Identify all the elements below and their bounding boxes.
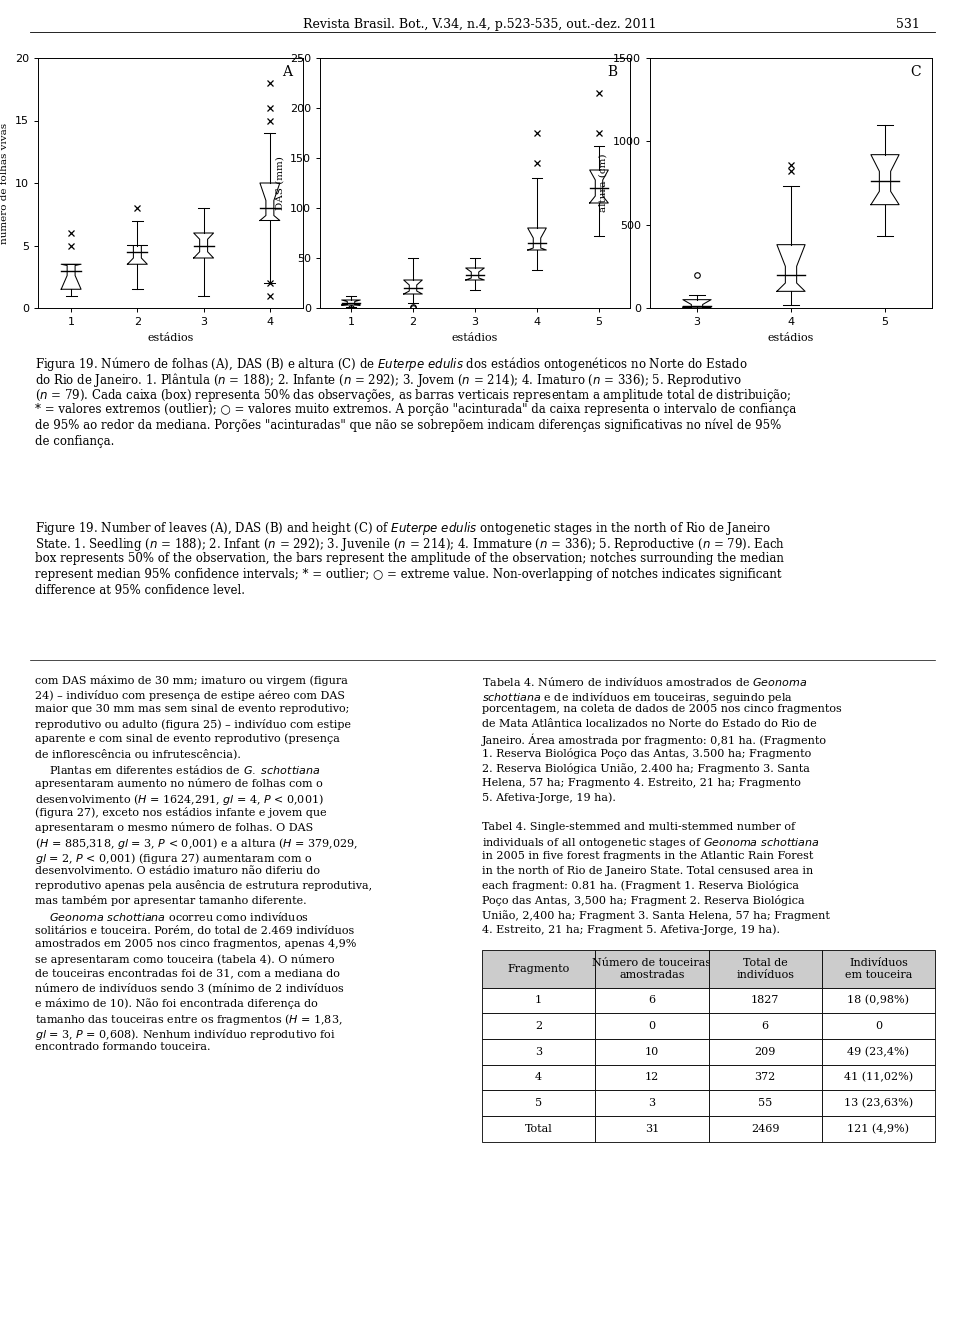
Text: amostrados em 2005 nos cinco fragmentos, apenas 4,9%: amostrados em 2005 nos cinco fragmentos,…: [35, 938, 356, 949]
Polygon shape: [528, 228, 546, 251]
Polygon shape: [61, 264, 81, 289]
Text: State. 1. Seedling ($\mathit{n}$ = 188); 2. Infant ($\mathit{n}$ = 292); 3. Juve: State. 1. Seedling ($\mathit{n}$ = 188);…: [35, 536, 785, 553]
Text: 2. Reserva Biológica União, 2.400 ha; Fragmento 3. Santa: 2. Reserva Biológica União, 2.400 ha; Fr…: [482, 762, 810, 774]
Text: desenvolvimento ($\mathit{H}$ = 1624,291, $\mathit{gl}$ = 4, $\mathit{P}$ < 0,00: desenvolvimento ($\mathit{H}$ = 1624,291…: [35, 792, 324, 808]
Text: reprodutivo apenas pela ausência de estrutura reprodutiva,: reprodutivo apenas pela ausência de estr…: [35, 880, 372, 892]
X-axis label: estádios: estádios: [147, 332, 194, 343]
Polygon shape: [404, 280, 422, 295]
Y-axis label: DAS (mm): DAS (mm): [276, 156, 284, 209]
Text: 531: 531: [896, 19, 920, 31]
Text: Plantas em diferentes estádios de $\mathit{G.\ schottiana}$: Plantas em diferentes estádios de $\math…: [35, 762, 321, 776]
Text: solitários e touceira. Porém, do total de 2.469 indivíduos: solitários e touceira. Porém, do total d…: [35, 924, 354, 936]
Y-axis label: número de folhas vivas: número de folhas vivas: [0, 123, 10, 244]
Text: Revista Brasil. Bot., V.34, n.4, p.523-535, out.-dez. 2011: Revista Brasil. Bot., V.34, n.4, p.523-5…: [303, 19, 657, 31]
Text: $\mathit{gl}$ = 3, $\mathit{P}$ = 0,608). Nenhum indivíduo reprodutivo foi: $\mathit{gl}$ = 3, $\mathit{P}$ = 0,608)…: [35, 1026, 336, 1042]
Text: B: B: [608, 65, 617, 80]
Text: in the north of Rio de Janeiro State. Total censused area in: in the north of Rio de Janeiro State. To…: [482, 865, 813, 876]
Text: de touceiras encontradas foi de 31, com a mediana do: de touceiras encontradas foi de 31, com …: [35, 968, 340, 978]
Text: de confiança.: de confiança.: [35, 435, 114, 448]
Polygon shape: [777, 245, 805, 292]
Text: 4. Estreito, 21 ha; Fragment 5. Afetiva-Jorge, 19 ha).: 4. Estreito, 21 ha; Fragment 5. Afetiva-…: [482, 924, 780, 934]
Text: maior que 30 mm mas sem sinal de evento reprodutivo;: maior que 30 mm mas sem sinal de evento …: [35, 704, 349, 714]
Polygon shape: [194, 233, 213, 259]
Text: 5. Afetiva-Jorge, 19 ha).: 5. Afetiva-Jorge, 19 ha).: [482, 792, 616, 802]
Text: in 2005 in five forest fragments in the Atlantic Rain Forest: in 2005 in five forest fragments in the …: [482, 850, 813, 861]
Text: de inflorescência ou infrutescência).: de inflorescência ou infrutescência).: [35, 748, 241, 758]
Text: $\mathit{gl}$ = 2, $\mathit{P}$ < 0,001) (figura 27) aumentaram com o: $\mathit{gl}$ = 2, $\mathit{P}$ < 0,001)…: [35, 850, 313, 866]
Polygon shape: [128, 245, 147, 264]
Polygon shape: [683, 300, 711, 308]
Text: se apresentaram como touceira (tabela 4). O número: se apresentaram como touceira (tabela 4)…: [35, 953, 334, 965]
Polygon shape: [342, 300, 360, 305]
Text: C: C: [910, 65, 921, 80]
Text: porcentagem, na coleta de dados de 2005 nos cinco fragmentos: porcentagem, na coleta de dados de 2005 …: [482, 704, 842, 714]
Text: tamanho das touceiras entre os fragmentos ($\mathit{H}$ = 1,83,: tamanho das touceiras entre os fragmento…: [35, 1012, 343, 1028]
Text: $\mathit{schottiana}$ e de indivíduos em touceiras, seguindo pela: $\mathit{schottiana}$ e de indivíduos em…: [482, 689, 793, 705]
Polygon shape: [466, 268, 484, 280]
Text: reprodutivo ou adulto (figura 25) – indivíduo com estipe: reprodutivo ou adulto (figura 25) – indi…: [35, 718, 351, 730]
Text: encontrado formando touceira.: encontrado formando touceira.: [35, 1041, 210, 1052]
Text: each fragment: 0.81 ha. (Fragment 1. Reserva Biológica: each fragment: 0.81 ha. (Fragment 1. Res…: [482, 880, 799, 892]
Text: de 95% ao redor da mediana. Porções "acinturadas" que não se sobrepõem indicam d: de 95% ao redor da mediana. Porções "aci…: [35, 419, 781, 432]
Text: Helena, 57 ha; Fragmento 4. Estreito, 21 ha; Fragmento: Helena, 57 ha; Fragmento 4. Estreito, 21…: [482, 777, 801, 788]
Text: Janeiro. Área amostrada por fragmento: 0,81 ha. (Fragmento: Janeiro. Área amostrada por fragmento: 0…: [482, 733, 827, 746]
X-axis label: estádios: estádios: [768, 332, 814, 343]
Text: individuals of all ontogenetic stages of $\mathit{Geonoma\ schottiana}$: individuals of all ontogenetic stages of…: [482, 836, 820, 850]
Text: represent median 95% confidence intervals; * = outlier; ○ = extreme value. Non-o: represent median 95% confidence interval…: [35, 568, 781, 581]
X-axis label: estádios: estádios: [452, 332, 498, 343]
Text: Poço das Antas, 3,500 ha; Fragment 2. Reserva Biológica: Poço das Antas, 3,500 ha; Fragment 2. Re…: [482, 894, 804, 906]
Text: (figura 27), exceto nos estádios infante e jovem que: (figura 27), exceto nos estádios infante…: [35, 806, 326, 818]
Text: aparente e com sinal de evento reprodutivo (presença: aparente e com sinal de evento reproduti…: [35, 733, 340, 744]
Polygon shape: [589, 171, 609, 203]
Text: com DAS máximo de 30 mm; imaturo ou virgem (figura: com DAS máximo de 30 mm; imaturo ou virg…: [35, 674, 348, 686]
Text: Figure 19. Number of leaves (A), DAS (B) and height (C) of $\mathit{Euterpe\ edu: Figure 19. Number of leaves (A), DAS (B)…: [35, 520, 771, 537]
Text: desenvolvimento. O estádio imaturo não diferiu do: desenvolvimento. O estádio imaturo não d…: [35, 865, 320, 876]
Text: União, 2,400 ha; Fragment 3. Santa Helena, 57 ha; Fragment: União, 2,400 ha; Fragment 3. Santa Helen…: [482, 909, 829, 921]
Text: Tabel 4. Single-stemmed and multi-stemmed number of: Tabel 4. Single-stemmed and multi-stemme…: [482, 821, 795, 832]
Text: apresentaram o mesmo número de folhas. O DAS: apresentaram o mesmo número de folhas. O…: [35, 821, 313, 833]
Text: difference at 95% confidence level.: difference at 95% confidence level.: [35, 584, 245, 597]
Text: apresentaram aumento no número de folhas com o: apresentaram aumento no número de folhas…: [35, 777, 323, 789]
Text: A: A: [282, 65, 293, 80]
Text: do Rio de Janeiro. 1. Plântula ($\mathit{n}$ = 188); 2. Infante ($\mathit{n}$ = : do Rio de Janeiro. 1. Plântula ($\mathit…: [35, 371, 741, 389]
Polygon shape: [260, 183, 279, 220]
Text: e máximo de 10). Não foi encontrada diferença do: e máximo de 10). Não foi encontrada dife…: [35, 997, 318, 1009]
Text: 24) – indivíduo com presença de estipe aéreo com DAS: 24) – indivíduo com presença de estipe a…: [35, 689, 345, 701]
Text: 1. Reserva Biológica Poço das Antas, 3.500 ha; Fragmento: 1. Reserva Biológica Poço das Antas, 3.5…: [482, 748, 811, 760]
Text: box represents 50% of the observation, the bars represent the amplitude of the o: box represents 50% of the observation, t…: [35, 552, 784, 565]
Text: Figura 19. Número de folhas (A), DAS (B) e altura (C) de $\mathit{Euterpe\ eduli: Figura 19. Número de folhas (A), DAS (B)…: [35, 355, 748, 373]
Polygon shape: [871, 155, 900, 205]
Text: ($\mathit{H}$ = 885,318, $\mathit{gl}$ = 3, $\mathit{P}$ < 0,001) e a altura ($\: ($\mathit{H}$ = 885,318, $\mathit{gl}$ =…: [35, 836, 357, 852]
Text: * = valores extremos (outlier); ○ = valores muito extremos. A porção "acinturada: * = valores extremos (outlier); ○ = valo…: [35, 403, 796, 416]
Text: de Mata Atlântica localizados no Norte do Estado do Rio de: de Mata Atlântica localizados no Norte d…: [482, 718, 817, 729]
Y-axis label: altura (cm): altura (cm): [598, 153, 608, 212]
Text: mas também por apresentar tamanho diferente.: mas também por apresentar tamanho difere…: [35, 894, 306, 906]
Text: ($\mathit{n}$ = 79). Cada caixa (box) representa 50% das observações, as barras : ($\mathit{n}$ = 79). Cada caixa (box) re…: [35, 387, 791, 404]
Text: Tabela 4. Número de indivíduos amostrados de $\mathit{Geonoma}$: Tabela 4. Número de indivíduos amostrado…: [482, 674, 807, 688]
Text: $\mathit{Geonoma\ schottiana}$ ocorreu como indivíduos: $\mathit{Geonoma\ schottiana}$ ocorreu c…: [35, 909, 309, 922]
Text: número de indivíduos sendo 3 (mínimo de 2 indivíduos: número de indivíduos sendo 3 (mínimo de …: [35, 982, 344, 993]
